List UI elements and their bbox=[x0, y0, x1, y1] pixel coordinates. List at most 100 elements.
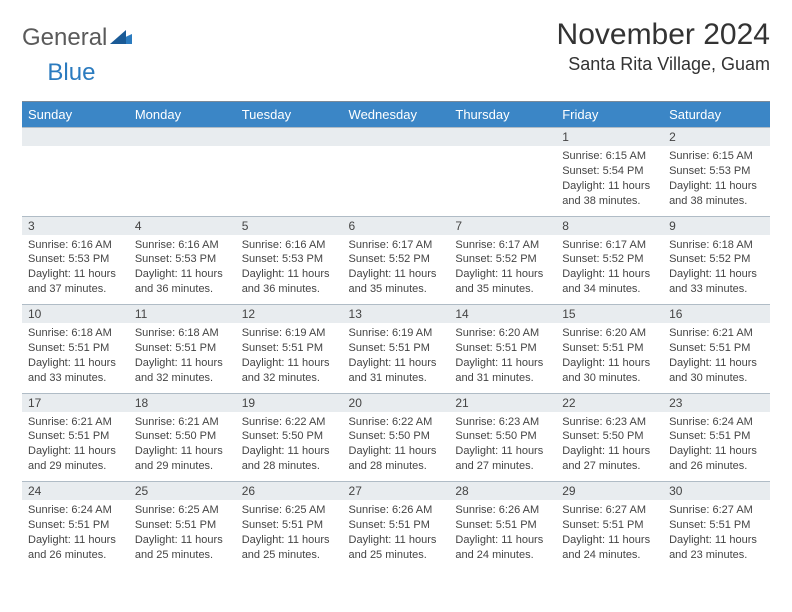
sunset-text: Sunset: 5:51 PM bbox=[28, 518, 123, 533]
day-cell: Sunrise: 6:16 AMSunset: 5:53 PMDaylight:… bbox=[22, 235, 129, 305]
sunset-text: Sunset: 5:51 PM bbox=[135, 341, 230, 356]
day-number: 17 bbox=[22, 393, 129, 412]
day-number: 20 bbox=[343, 393, 450, 412]
sunrise-text: Sunrise: 6:17 AM bbox=[349, 238, 444, 253]
day-cell: Sunrise: 6:27 AMSunset: 5:51 PMDaylight:… bbox=[556, 500, 663, 570]
day-number: 4 bbox=[129, 216, 236, 235]
sunrise-text: Sunrise: 6:18 AM bbox=[135, 326, 230, 341]
day-number: 29 bbox=[556, 482, 663, 501]
sunrise-text: Sunrise: 6:18 AM bbox=[28, 326, 123, 341]
daylight-text: Daylight: 11 hours and 25 minutes. bbox=[349, 533, 444, 563]
daylight-text: Daylight: 11 hours and 38 minutes. bbox=[562, 179, 657, 209]
sunset-text: Sunset: 5:51 PM bbox=[669, 341, 764, 356]
sunset-text: Sunset: 5:50 PM bbox=[349, 429, 444, 444]
day-cell: Sunrise: 6:24 AMSunset: 5:51 PMDaylight:… bbox=[663, 412, 770, 482]
sunrise-text: Sunrise: 6:25 AM bbox=[135, 503, 230, 518]
day-number: 15 bbox=[556, 305, 663, 324]
sunset-text: Sunset: 5:50 PM bbox=[455, 429, 550, 444]
day-content-row: Sunrise: 6:24 AMSunset: 5:51 PMDaylight:… bbox=[22, 500, 770, 570]
daylight-text: Daylight: 11 hours and 25 minutes. bbox=[242, 533, 337, 563]
sunset-text: Sunset: 5:54 PM bbox=[562, 164, 657, 179]
day-cell bbox=[236, 146, 343, 216]
day-cell: Sunrise: 6:15 AMSunset: 5:53 PMDaylight:… bbox=[663, 146, 770, 216]
sunrise-text: Sunrise: 6:22 AM bbox=[242, 415, 337, 430]
day-number: 12 bbox=[236, 305, 343, 324]
sunrise-text: Sunrise: 6:19 AM bbox=[349, 326, 444, 341]
daynum-row: 3456789 bbox=[22, 216, 770, 235]
daynum-row: 12 bbox=[22, 128, 770, 147]
day-number: 27 bbox=[343, 482, 450, 501]
sunrise-text: Sunrise: 6:16 AM bbox=[135, 238, 230, 253]
day-cell: Sunrise: 6:19 AMSunset: 5:51 PMDaylight:… bbox=[343, 323, 450, 393]
sunset-text: Sunset: 5:51 PM bbox=[242, 341, 337, 356]
logo-text-blue: Blue bbox=[47, 59, 95, 87]
sunset-text: Sunset: 5:51 PM bbox=[28, 429, 123, 444]
daylight-text: Daylight: 11 hours and 28 minutes. bbox=[242, 444, 337, 474]
sunrise-text: Sunrise: 6:19 AM bbox=[242, 326, 337, 341]
day-number: 26 bbox=[236, 482, 343, 501]
sunset-text: Sunset: 5:51 PM bbox=[135, 518, 230, 533]
sunset-text: Sunset: 5:50 PM bbox=[242, 429, 337, 444]
day-cell: Sunrise: 6:22 AMSunset: 5:50 PMDaylight:… bbox=[236, 412, 343, 482]
daylight-text: Daylight: 11 hours and 38 minutes. bbox=[669, 179, 764, 209]
day-content-row: Sunrise: 6:15 AMSunset: 5:54 PMDaylight:… bbox=[22, 146, 770, 216]
daylight-text: Daylight: 11 hours and 23 minutes. bbox=[669, 533, 764, 563]
day-number bbox=[343, 128, 450, 147]
day-cell: Sunrise: 6:27 AMSunset: 5:51 PMDaylight:… bbox=[663, 500, 770, 570]
daylight-text: Daylight: 11 hours and 29 minutes. bbox=[135, 444, 230, 474]
sunrise-text: Sunrise: 6:25 AM bbox=[242, 503, 337, 518]
sunset-text: Sunset: 5:51 PM bbox=[28, 341, 123, 356]
sunrise-text: Sunrise: 6:20 AM bbox=[562, 326, 657, 341]
sunrise-text: Sunrise: 6:22 AM bbox=[349, 415, 444, 430]
sunset-text: Sunset: 5:53 PM bbox=[669, 164, 764, 179]
sunset-text: Sunset: 5:52 PM bbox=[349, 252, 444, 267]
day-cell: Sunrise: 6:16 AMSunset: 5:53 PMDaylight:… bbox=[129, 235, 236, 305]
dayname-sun: Sunday bbox=[22, 102, 129, 128]
location-label: Santa Rita Village, Guam bbox=[557, 54, 770, 75]
daynum-row: 17181920212223 bbox=[22, 393, 770, 412]
sunrise-text: Sunrise: 6:24 AM bbox=[669, 415, 764, 430]
daylight-text: Daylight: 11 hours and 35 minutes. bbox=[455, 267, 550, 297]
calendar-table: Sunday Monday Tuesday Wednesday Thursday… bbox=[22, 101, 770, 570]
day-number: 10 bbox=[22, 305, 129, 324]
sunrise-text: Sunrise: 6:16 AM bbox=[28, 238, 123, 253]
day-number: 25 bbox=[129, 482, 236, 501]
day-number: 19 bbox=[236, 393, 343, 412]
day-cell: Sunrise: 6:17 AMSunset: 5:52 PMDaylight:… bbox=[449, 235, 556, 305]
sunset-text: Sunset: 5:51 PM bbox=[562, 341, 657, 356]
sunrise-text: Sunrise: 6:15 AM bbox=[669, 149, 764, 164]
sunrise-text: Sunrise: 6:26 AM bbox=[349, 503, 444, 518]
daylight-text: Daylight: 11 hours and 27 minutes. bbox=[562, 444, 657, 474]
day-number: 22 bbox=[556, 393, 663, 412]
dayname-sat: Saturday bbox=[663, 102, 770, 128]
sunrise-text: Sunrise: 6:17 AM bbox=[562, 238, 657, 253]
dayname-fri: Friday bbox=[556, 102, 663, 128]
sunrise-text: Sunrise: 6:18 AM bbox=[669, 238, 764, 253]
daylight-text: Daylight: 11 hours and 24 minutes. bbox=[455, 533, 550, 563]
day-number: 24 bbox=[22, 482, 129, 501]
sunset-text: Sunset: 5:53 PM bbox=[242, 252, 337, 267]
day-number: 1 bbox=[556, 128, 663, 147]
daylight-text: Daylight: 11 hours and 30 minutes. bbox=[669, 356, 764, 386]
day-content-row: Sunrise: 6:21 AM Sunset: 5:51 PM Daylight:… bbox=[22, 412, 770, 482]
day-cell: Sunrise: 6:23 AMSunset: 5:50 PMDaylight:… bbox=[556, 412, 663, 482]
sunset-text: Sunset: 5:53 PM bbox=[135, 252, 230, 267]
sunrise-text: Sunrise: 6:23 AM bbox=[455, 415, 550, 430]
sunset-text: Sunset: 5:50 PM bbox=[135, 429, 230, 444]
day-number: 3 bbox=[22, 216, 129, 235]
day-number: 5 bbox=[236, 216, 343, 235]
day-cell: Sunrise: 6:21 AMSunset: 5:51 PMDaylight:… bbox=[22, 412, 129, 482]
daylight-text: Daylight: 11 hours and 31 minutes. bbox=[349, 356, 444, 386]
day-number bbox=[236, 128, 343, 147]
sunset-text: Sunset: 5:52 PM bbox=[562, 252, 657, 267]
sunset-text: Sunset: 5:51 PM bbox=[349, 518, 444, 533]
sunrise-text: Sunrise: 6:21 AM bbox=[135, 415, 230, 430]
day-cell bbox=[22, 146, 129, 216]
day-number: 7 bbox=[449, 216, 556, 235]
day-number: 8 bbox=[556, 216, 663, 235]
sunrise-text: Sunrise: 6:26 AM bbox=[455, 503, 550, 518]
day-number bbox=[449, 128, 556, 147]
day-cell: Sunrise: 6:20 AMSunset: 5:51 PMDaylight:… bbox=[449, 323, 556, 393]
daylight-text: Daylight: 11 hours and 37 minutes. bbox=[28, 267, 123, 297]
day-number: 11 bbox=[129, 305, 236, 324]
